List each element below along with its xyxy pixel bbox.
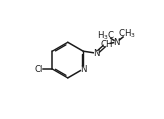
Circle shape (104, 42, 109, 47)
Text: N: N (80, 64, 86, 74)
Text: N: N (113, 37, 120, 47)
Text: N: N (93, 49, 100, 58)
Circle shape (95, 51, 98, 55)
Text: CH$_3$: CH$_3$ (118, 28, 136, 40)
Text: CH: CH (100, 40, 113, 49)
Text: Cl: Cl (35, 64, 43, 74)
Circle shape (81, 67, 85, 71)
Circle shape (123, 30, 131, 37)
Circle shape (103, 32, 110, 40)
Circle shape (115, 40, 119, 44)
Circle shape (36, 66, 42, 72)
Text: H$_3$C: H$_3$C (97, 30, 116, 42)
